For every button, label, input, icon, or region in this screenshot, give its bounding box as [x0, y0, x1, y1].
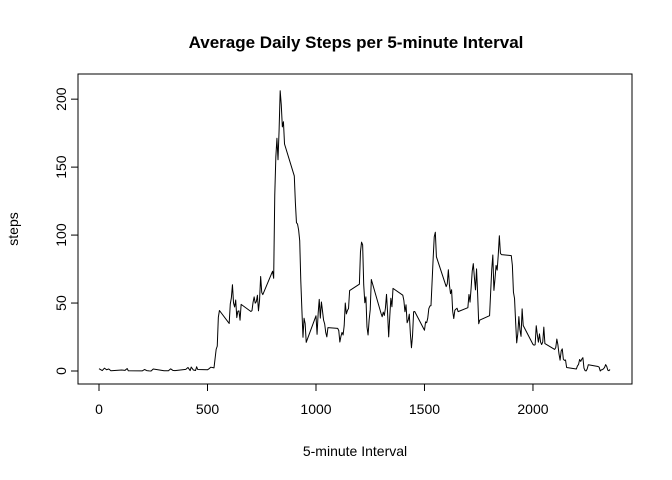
series-line	[98, 90, 611, 372]
y-axis-label: steps	[5, 212, 21, 245]
x-tick-label: 0	[95, 401, 103, 417]
y-tick-label: 200	[53, 87, 69, 111]
y-tick-label: 100	[53, 223, 69, 247]
y-tick-label: 50	[53, 295, 69, 311]
x-axis-label: 5-minute Interval	[303, 443, 407, 459]
chart-title: Average Daily Steps per 5-minute Interva…	[189, 33, 524, 52]
y-axis: 0 50 100 150 200	[53, 87, 79, 375]
plot-frame	[77, 73, 633, 385]
y-tick-label: 0	[53, 367, 69, 375]
x-axis: 0 500 1000 1500 2000	[95, 383, 549, 417]
x-tick-label: 2000	[517, 401, 548, 417]
x-tick-label: 1500	[409, 401, 440, 417]
x-tick-label: 1000	[300, 401, 331, 417]
x-tick-label: 500	[196, 401, 220, 417]
y-tick-label: 150	[53, 155, 69, 179]
